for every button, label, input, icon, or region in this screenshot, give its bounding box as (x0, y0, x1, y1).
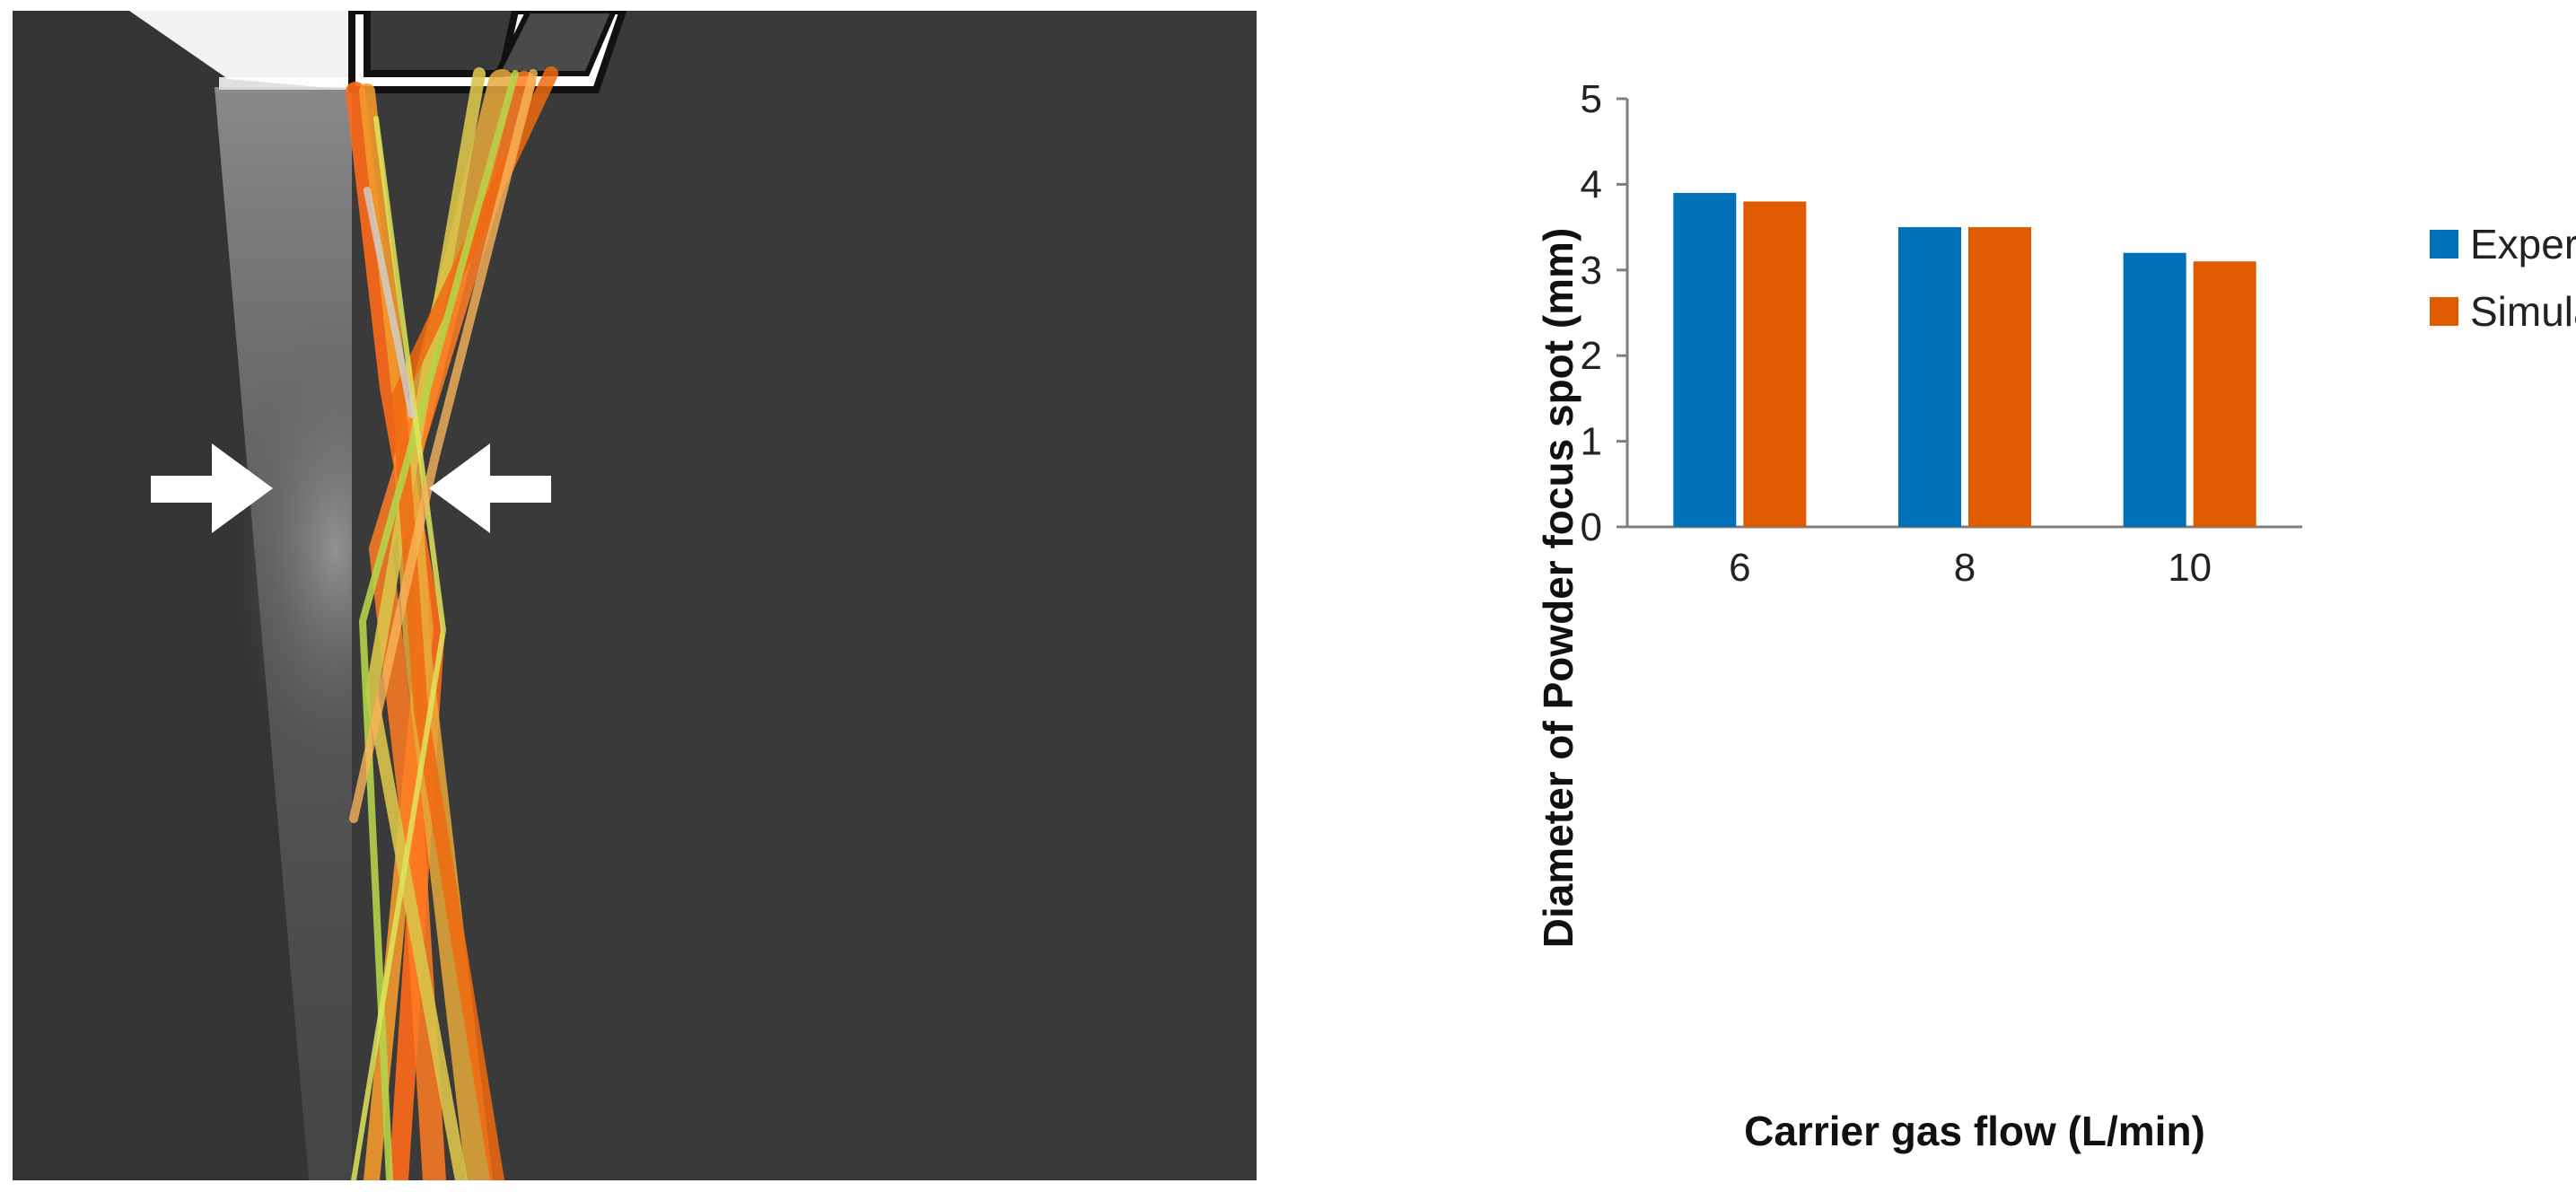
bar-experimental-10 (2123, 252, 2186, 527)
bar-experimental-6 (1673, 192, 1737, 527)
nozzle-tip (129, 11, 352, 90)
x-ticks: 6 8 10 (1729, 546, 2212, 590)
arrow-left-icon (429, 443, 551, 533)
y-tick-label: 4 (1581, 162, 1602, 206)
y-tick-label: 5 (1581, 77, 1602, 121)
legend: Experimental Simulation (2430, 221, 2576, 335)
legend-swatch-experimental (2430, 230, 2458, 259)
bar-chart: 0 1 2 3 4 5 6 8 10 Carrier gas flow (L/min) Dia… (1535, 77, 2576, 1154)
x-tick-label: 6 (1729, 546, 1750, 590)
bar-simulation-6 (1743, 201, 1807, 528)
y-tick-label: 1 (1581, 420, 1602, 464)
y-tick-label: 0 (1581, 505, 1602, 549)
x-tick-label: 10 (2168, 546, 2212, 590)
x-tick-label: 8 (1954, 546, 1976, 590)
y-axis-title: Diameter of Powder focus spot (mm) (1535, 228, 1582, 949)
arrow-right-icon (151, 443, 273, 533)
bars (1673, 192, 2256, 528)
bar-experimental-8 (1898, 227, 1961, 527)
powder-stream-photo (13, 11, 1257, 1180)
y-tick-label: 2 (1581, 334, 1602, 378)
y-tick-label: 3 (1581, 249, 1602, 293)
legend-label-experimental: Experimental (2470, 221, 2576, 267)
legend-swatch-simulation (2430, 297, 2458, 326)
legend-label-simulation: Simulation (2470, 288, 2576, 335)
nozzle-tip-glow (219, 77, 354, 90)
bar-simulation-8 (1968, 227, 2031, 527)
y-ticks: 0 1 2 3 4 5 (1581, 77, 1627, 549)
x-axis-title: Carrier gas flow (L/min) (1744, 1108, 2205, 1154)
particle-rays (346, 66, 558, 1180)
bar-simulation-10 (2193, 261, 2256, 527)
